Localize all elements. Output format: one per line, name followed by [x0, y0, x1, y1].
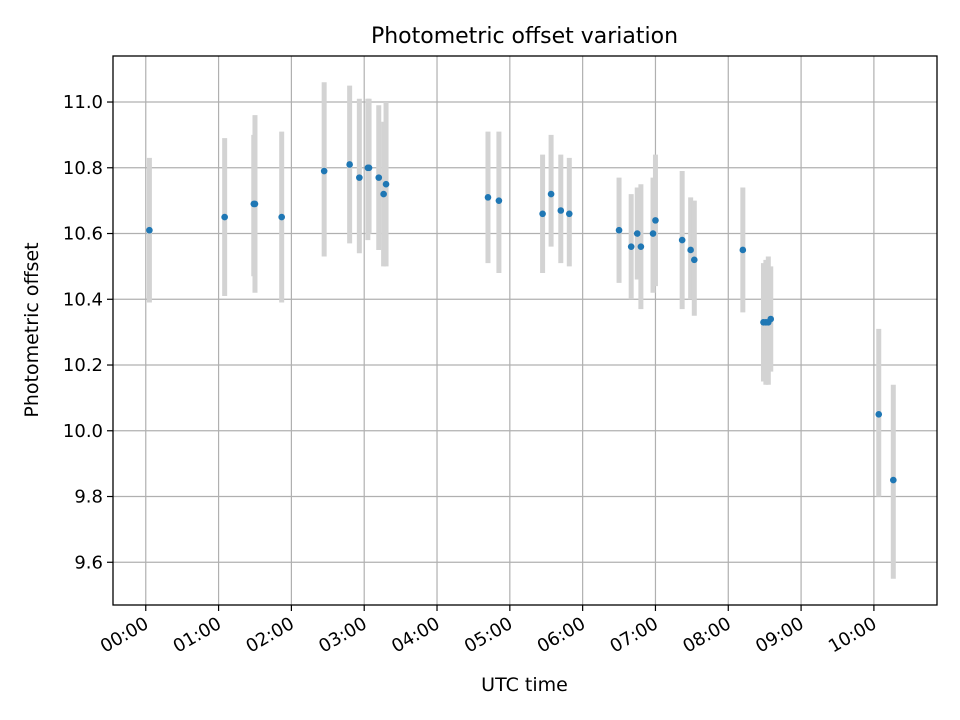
x-tick-label: 02:00 — [242, 613, 297, 657]
y-tick-label: 10.6 — [63, 224, 103, 245]
x-tick-label: 10:00 — [825, 613, 880, 657]
y-tick-label: 9.8 — [74, 487, 103, 508]
y-tick-label: 11.0 — [63, 92, 103, 113]
data-point — [251, 200, 259, 208]
data-points — [146, 161, 897, 484]
data-point — [320, 167, 328, 175]
y-axis: 9.6 9.8 10.0 10.2 10.4 10.6 10.8 11.0 — [63, 92, 113, 573]
data-point — [739, 246, 747, 254]
data-point — [278, 213, 285, 221]
error-bars — [146, 82, 896, 579]
data-point — [627, 243, 635, 250]
data-point — [565, 210, 573, 218]
y-tick-label: 9.6 — [74, 552, 103, 573]
data-point — [687, 246, 694, 254]
data-point — [146, 226, 153, 234]
data-point — [484, 194, 492, 201]
x-tick-label: 00:00 — [97, 613, 152, 657]
data-point — [649, 230, 657, 237]
data-point — [375, 174, 383, 181]
y-tick-label: 10.4 — [63, 289, 103, 310]
data-point — [890, 476, 897, 484]
data-point — [221, 213, 228, 221]
x-axis-label: UTC time — [481, 674, 568, 696]
chart-title: Photometric offset variation — [371, 24, 678, 49]
x-tick-label: 01:00 — [170, 613, 225, 657]
x-tick-label: 07:00 — [607, 613, 662, 657]
data-point — [633, 230, 641, 237]
x-tick-label: 06:00 — [534, 613, 589, 657]
data-point — [557, 207, 565, 214]
data-point — [382, 180, 390, 188]
data-point — [767, 315, 775, 323]
y-axis-label: Photometric offset — [21, 242, 43, 417]
data-point — [346, 161, 353, 168]
x-axis: 00:00 01:00 02:00 03:00 04:00 05:00 06:00 07:00… — [97, 605, 880, 657]
x-tick-label: 05:00 — [461, 613, 516, 657]
y-tick-label: 10.2 — [63, 355, 103, 376]
x-tick-label: 03:00 — [315, 613, 370, 657]
data-point — [637, 243, 645, 250]
plot-frame — [112, 55, 938, 606]
data-point — [652, 217, 659, 224]
y-tick-label: 10.8 — [63, 158, 103, 179]
data-point — [356, 174, 363, 181]
data-point — [690, 256, 698, 264]
data-point — [615, 226, 623, 234]
y-tick-label: 10.0 — [63, 421, 103, 442]
x-tick-label: 09:00 — [752, 613, 807, 657]
data-point — [547, 190, 555, 198]
data-point — [380, 190, 387, 198]
grid — [113, 56, 937, 605]
data-point — [875, 411, 883, 418]
data-point — [539, 210, 546, 218]
x-tick-label: 08:00 — [679, 613, 734, 657]
x-tick-label: 04:00 — [388, 613, 443, 657]
data-point — [678, 236, 686, 244]
data-point — [365, 164, 373, 172]
data-point — [495, 197, 503, 204]
